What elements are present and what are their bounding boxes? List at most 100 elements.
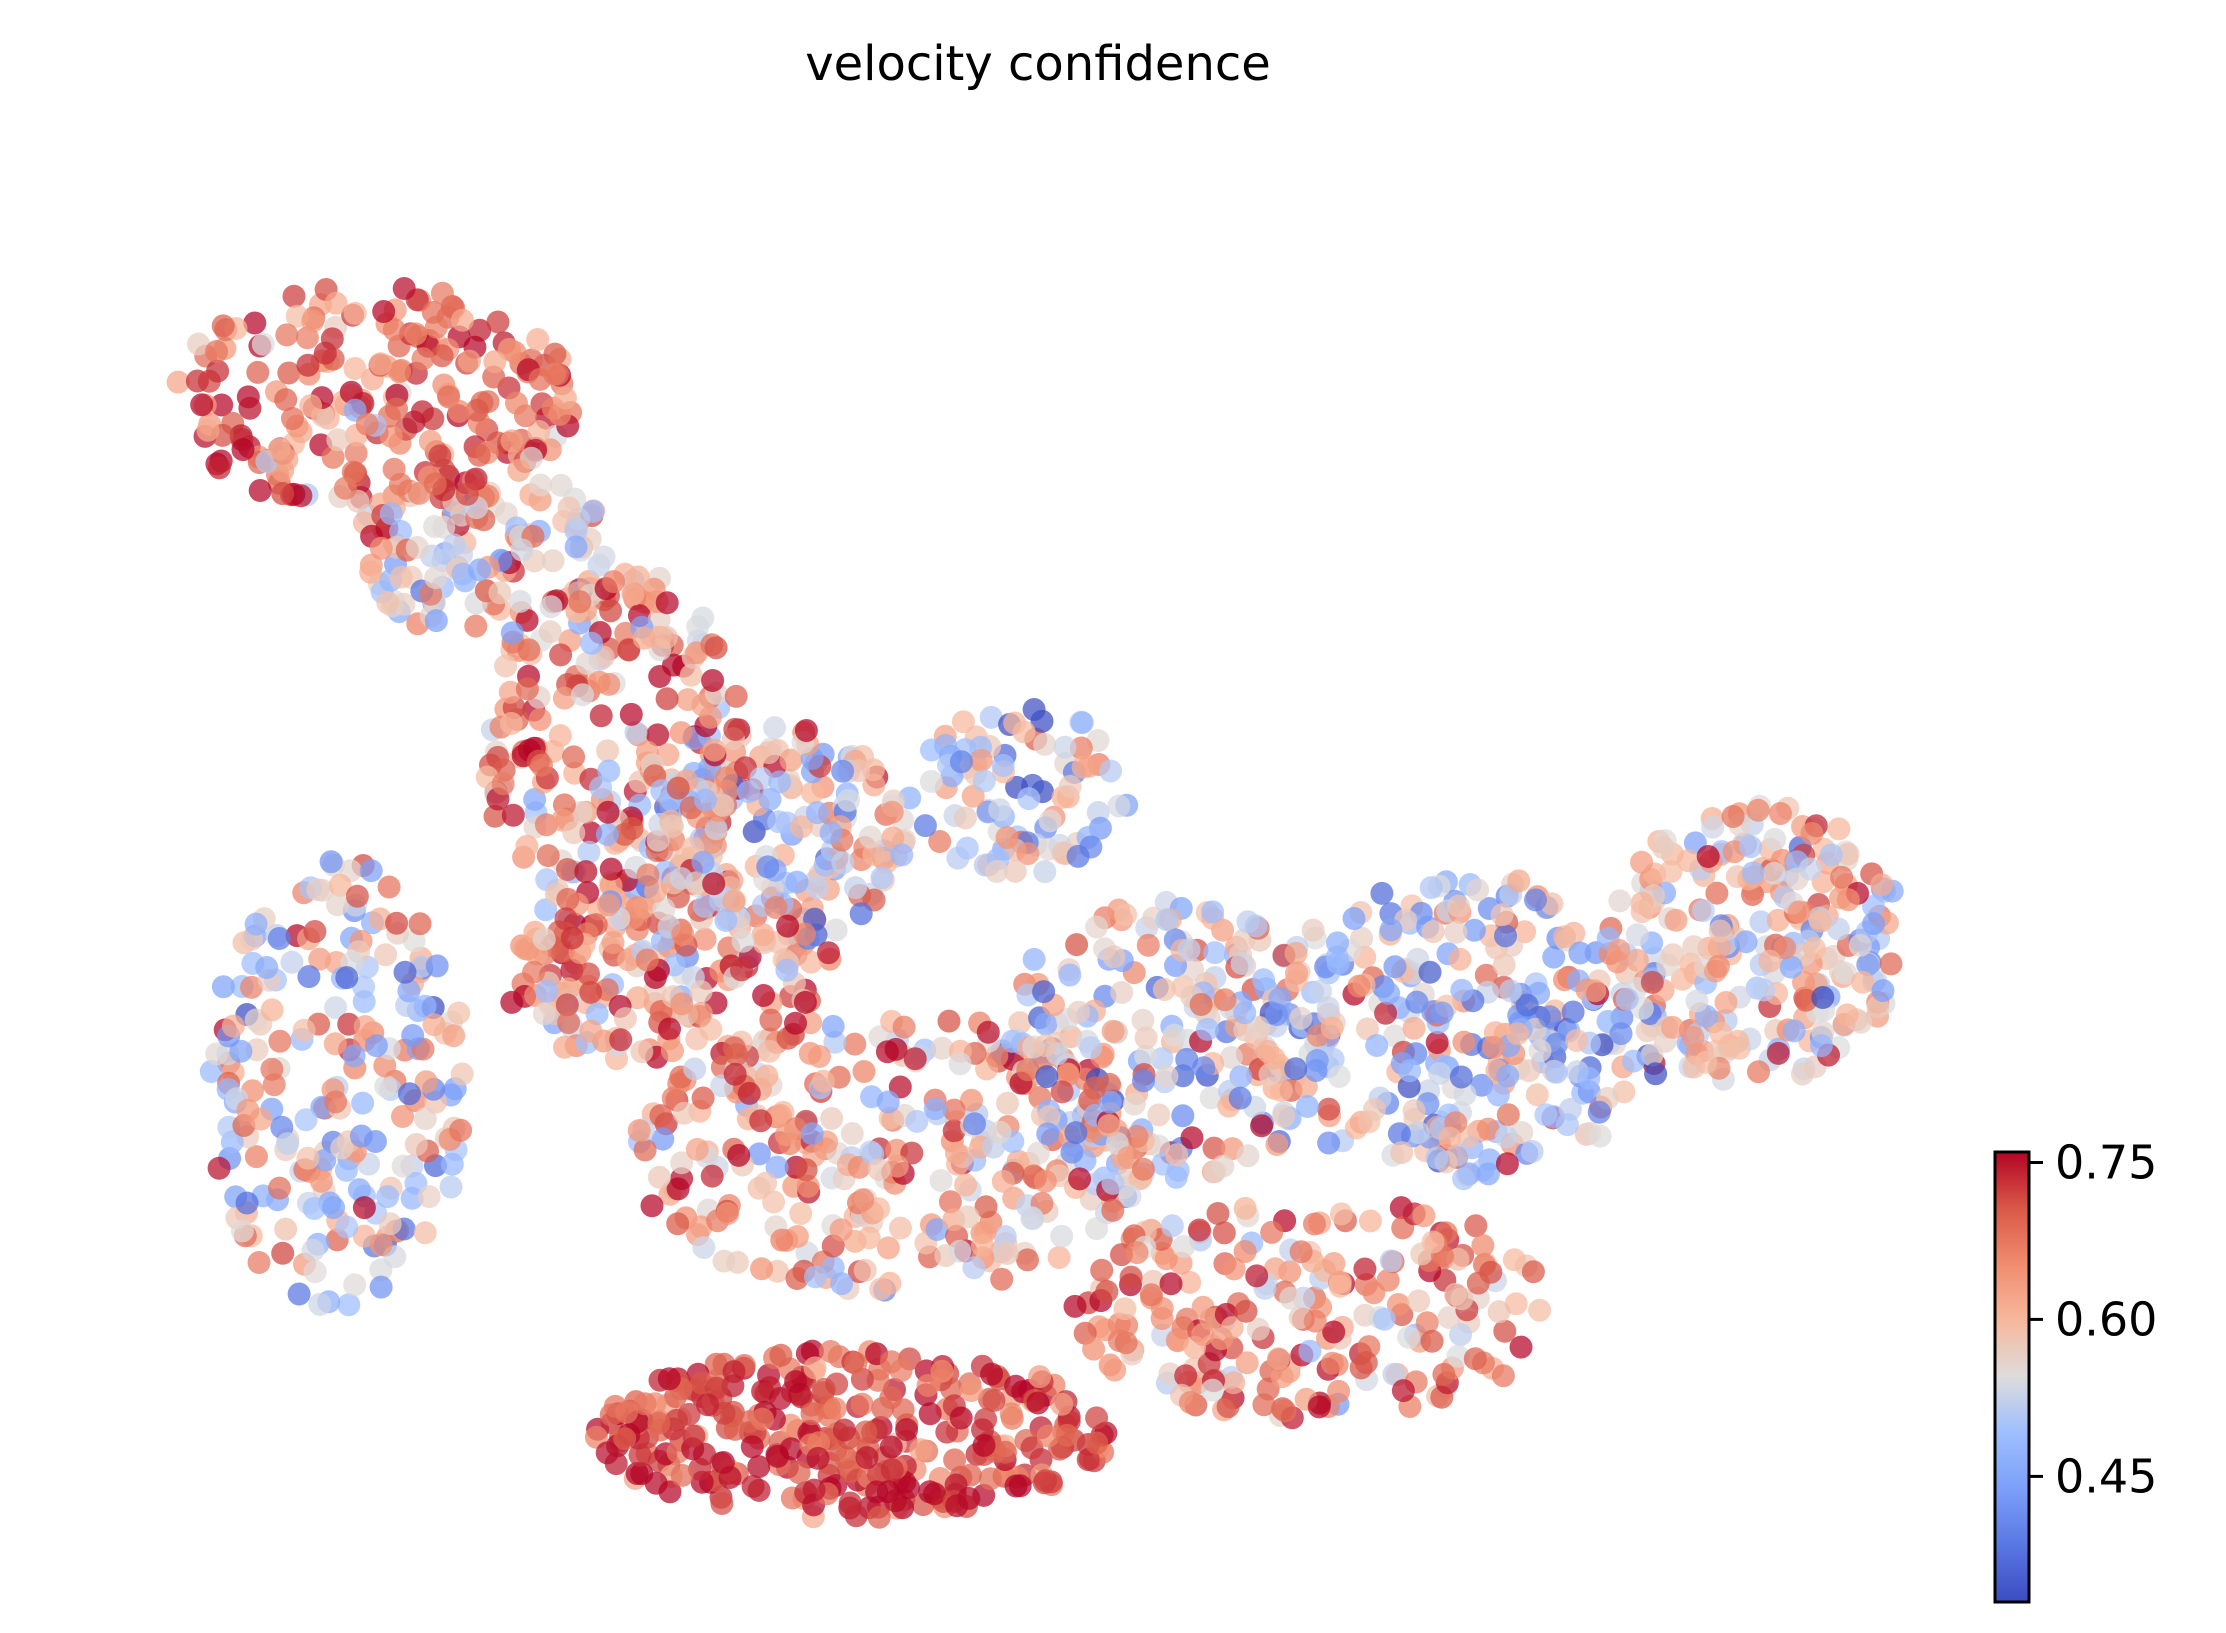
scatter-point [865, 1480, 889, 1504]
scatter-point [691, 850, 715, 874]
scatter-point [1387, 1122, 1411, 1146]
scatter-point [1766, 908, 1790, 932]
scatter-point [1033, 1169, 1057, 1193]
scatter-point [813, 853, 837, 877]
scatter-point [740, 1435, 764, 1459]
scatter-point [1448, 947, 1472, 971]
scatter-point [979, 705, 1003, 729]
scatter-point [1583, 979, 1607, 1003]
scatter-point [1199, 1086, 1223, 1110]
scatter-point [391, 1154, 415, 1178]
scatter-point [1289, 1240, 1313, 1264]
scatter-point [351, 1091, 375, 1115]
scatter-point [1496, 1103, 1520, 1127]
scatter-point [377, 875, 401, 899]
scatter-point [1222, 1371, 1246, 1395]
scatter-point [1490, 903, 1514, 927]
scatter-point [960, 1088, 983, 1112]
scatter-point [691, 606, 715, 630]
scatter-point [1021, 1207, 1045, 1231]
scatter-point [1032, 980, 1056, 1004]
scatter-point [1012, 720, 1036, 744]
scatter-point [374, 1074, 398, 1098]
scatter-point [1327, 1379, 1351, 1403]
scatter-point [643, 966, 667, 989]
scatter-point [601, 931, 625, 955]
scatter-point [292, 1018, 316, 1042]
scatter-point [1794, 988, 1818, 1012]
scatter-point [655, 687, 679, 711]
scatter-point [768, 770, 792, 794]
scatter-point [1244, 914, 1268, 938]
scatter-point [391, 1105, 414, 1128]
scatter-point [1836, 842, 1860, 866]
scatter-point [1555, 1113, 1579, 1137]
scatter-point [1444, 1282, 1467, 1306]
colorbar: 0.75 0.60 0.45 [1993, 1136, 2157, 1604]
scatter-point [1026, 1141, 1050, 1165]
scatter-point [596, 800, 620, 824]
scatter-point [1210, 1327, 1234, 1351]
scatter-point [1020, 1436, 1044, 1460]
scatter-point [1766, 1041, 1790, 1065]
scatter-point [296, 1146, 320, 1170]
scatter-point [1705, 881, 1729, 905]
scatter-point [1453, 1083, 1477, 1106]
scatter-point [764, 896, 788, 919]
scatter-point [1236, 1144, 1260, 1168]
scatter-point [580, 631, 603, 655]
scatter-point [628, 1443, 652, 1467]
scatter-point [330, 1136, 354, 1160]
scatter-point [905, 1109, 929, 1133]
scatter-point [730, 958, 753, 982]
scatter-point [246, 360, 270, 384]
scatter-point [500, 621, 524, 645]
scatter-point [636, 863, 660, 887]
scatter-point [1303, 1212, 1326, 1236]
scatter-point [468, 558, 491, 582]
scatter-point [236, 1098, 260, 1122]
scatter-point [1160, 1214, 1184, 1238]
scatter-point [769, 1343, 793, 1367]
scatter-point [301, 309, 325, 333]
scatter-point [238, 396, 262, 420]
scatter-point [449, 1118, 473, 1142]
scatter-point [564, 535, 588, 559]
scatter-point [417, 1185, 441, 1209]
scatter-point [774, 1123, 798, 1147]
scatter-point [918, 1402, 942, 1426]
scatter-point [1233, 1196, 1257, 1220]
scatter-point [1630, 850, 1654, 874]
scatter-point [1430, 1001, 1454, 1025]
scatter-point [1398, 1059, 1422, 1083]
scatter-point [527, 420, 551, 443]
scatter-point [1187, 1218, 1211, 1242]
scatter-point [1230, 952, 1254, 975]
scatter-point [1131, 1157, 1155, 1181]
scatter-point [1622, 1049, 1645, 1073]
scatter-point [1155, 1064, 1179, 1088]
scatter-point [1016, 1058, 1040, 1082]
scatter-point [1491, 1364, 1515, 1388]
scatter-point [1050, 1080, 1074, 1104]
scatter-point [757, 1039, 781, 1063]
scatter-point [1066, 844, 1090, 868]
scatter-point [1630, 900, 1654, 924]
scatter-point [326, 428, 350, 452]
scatter-point [574, 860, 598, 884]
scatter-point [819, 1340, 843, 1363]
scatter-point [1661, 1015, 1684, 1039]
scatter-point [1358, 1209, 1382, 1233]
scatter-point [1421, 1230, 1445, 1254]
scatter-point [400, 1186, 424, 1210]
scatter-point [762, 1190, 786, 1214]
scatter-point [881, 826, 905, 850]
scatter-point [1125, 1124, 1149, 1148]
scatter-point [802, 1478, 826, 1502]
scatter-point [1390, 1141, 1414, 1165]
scatter-point [685, 1137, 709, 1161]
scatter-point [397, 979, 421, 1003]
scatter-point [825, 1372, 849, 1396]
scatter-point [413, 994, 437, 1018]
scatter-point [1502, 1248, 1526, 1272]
